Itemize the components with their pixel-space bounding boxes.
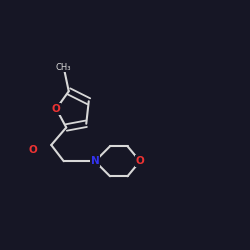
Text: O: O [52,104,60,114]
Text: O: O [136,156,144,166]
Text: N: N [90,156,100,166]
Text: O: O [28,145,37,155]
Text: CH₃: CH₃ [56,63,72,72]
